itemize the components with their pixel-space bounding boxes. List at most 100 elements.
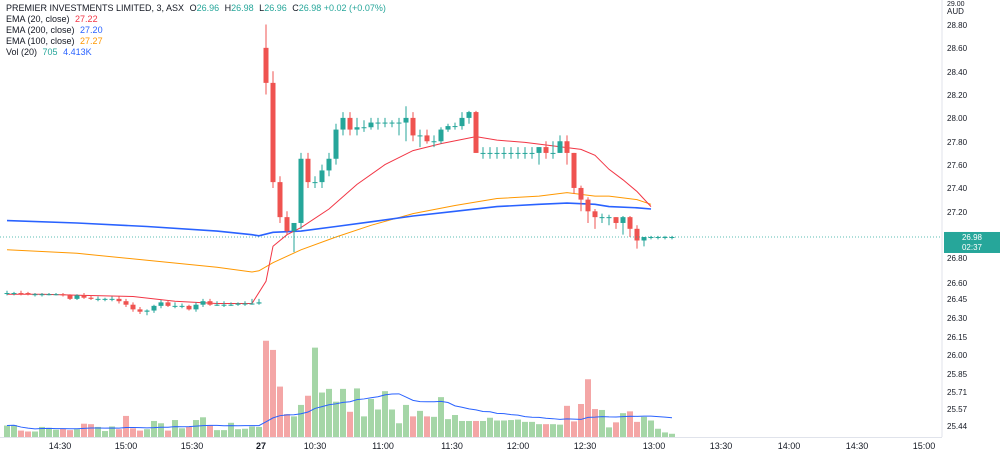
- legend-ema20[interactable]: EMA (20, close) 27.22: [6, 14, 386, 25]
- volume-bar: [627, 411, 633, 437]
- candle-body: [123, 301, 129, 305]
- volume-bar: [158, 423, 164, 437]
- volume-bar: [291, 416, 297, 437]
- ema100-label: EMA (100, close): [6, 36, 75, 46]
- candle-body: [298, 158, 304, 223]
- volume-bar: [550, 424, 556, 437]
- candle-body: [102, 298, 108, 300]
- volume-bar: [25, 431, 31, 437]
- volume-bar: [39, 426, 45, 437]
- volume-bar: [74, 429, 80, 437]
- candle-body: [438, 129, 444, 142]
- volume-bar: [67, 430, 73, 437]
- last-price-line: PMV: [0, 231, 968, 243]
- ema20-value: 27.22: [75, 14, 98, 24]
- volume-bar: [186, 426, 192, 437]
- candle-body: [375, 122, 381, 124]
- price-top-label: 29.00: [947, 1, 965, 8]
- candle-body: [459, 117, 465, 127]
- candle-body: [655, 236, 661, 238]
- volume-bar: [270, 349, 276, 437]
- candle-body: [256, 302, 262, 304]
- volume-bar: [557, 424, 563, 437]
- candle-body: [228, 304, 234, 306]
- volume-bar: [235, 429, 241, 437]
- candle-body: [326, 158, 332, 171]
- last-price-value: 26.98: [962, 233, 983, 242]
- candle-body: [130, 304, 136, 310]
- volume-bar: [389, 409, 395, 437]
- countdown-value: 02:37: [962, 243, 983, 252]
- candle-body: [508, 152, 514, 154]
- candle-body: [11, 293, 17, 295]
- time-axis[interactable]: 14:30 15:00 15:30 27 10:30 11:00 11:30 12:00 12:…: [49, 441, 936, 451]
- volume-bar: [263, 340, 269, 437]
- candle-body: [627, 217, 633, 229]
- price-tick-label: 27.80: [947, 138, 968, 147]
- candle-body: [277, 182, 283, 218]
- candle-body: [431, 141, 437, 143]
- volume-bar: [571, 421, 577, 437]
- candle-body: [214, 304, 220, 306]
- last-price-badge: [944, 231, 1000, 253]
- candle-body: [158, 302, 164, 306]
- time-label: 11:30: [441, 441, 463, 451]
- volume-bar: [648, 420, 654, 437]
- candle-body: [648, 236, 654, 238]
- volume-bar: [354, 388, 360, 437]
- volume-bar: [655, 428, 661, 437]
- symbol-title[interactable]: PREMIER INVESTMENTS LIMITED, 3, ASX: [6, 3, 185, 13]
- volume-bar: [494, 420, 500, 437]
- legend-ema200[interactable]: EMA (200, close) 27.20: [6, 25, 386, 36]
- candle-body: [270, 82, 276, 183]
- volume-bar: [480, 420, 486, 437]
- candle-body: [144, 310, 150, 312]
- high-label: H: [224, 3, 232, 13]
- legend-ema100[interactable]: EMA (100, close) 27.27: [6, 36, 386, 47]
- volume-bar: [641, 416, 647, 437]
- volume-bar: [669, 433, 675, 437]
- candle-body: [67, 295, 73, 299]
- candle-body: [305, 158, 311, 183]
- volume-bar: [529, 421, 535, 437]
- volume-bar: [207, 425, 213, 437]
- volume-bar: [613, 422, 619, 437]
- volume-bar: [249, 426, 255, 437]
- volume-bar: [95, 426, 101, 437]
- candle-body: [487, 152, 493, 154]
- candle-body: [361, 127, 367, 129]
- time-label: 12:30: [574, 441, 597, 451]
- ema100-line: [6, 192, 652, 273]
- low-label: L: [259, 3, 265, 13]
- candle-body: [284, 217, 290, 232]
- volume-value: 705: [42, 47, 58, 57]
- price-tick-label: 27.40: [947, 184, 968, 193]
- price-tick-label: 26.80: [947, 254, 968, 263]
- candle-body: [165, 302, 171, 306]
- volume-ma-value: 4.413K: [63, 47, 92, 57]
- volume-bar: [137, 430, 143, 437]
- volume-bar: [172, 420, 178, 437]
- volume-bar: [88, 424, 94, 437]
- candle-body: [452, 126, 458, 128]
- time-label: 10:30: [304, 441, 327, 451]
- price-axis[interactable]: 28.80 28.60 28.40 28.20 28.00 27.80 27.60 27.40…: [944, 1, 1000, 431]
- candle-body: [263, 47, 269, 83]
- candle-body: [312, 182, 318, 184]
- volume-bar: [445, 419, 451, 437]
- open-value: 26.96: [196, 3, 220, 13]
- volume-bar: [144, 429, 150, 437]
- candle-body: [18, 293, 24, 295]
- candle-body: [592, 211, 598, 218]
- candle-body: [340, 117, 346, 130]
- price-tick-label: 26.60: [947, 279, 968, 288]
- volume-bar: [403, 404, 409, 437]
- time-label: 12:00: [507, 441, 530, 451]
- legend-volume[interactable]: Vol (20) 705 4.413K: [6, 47, 386, 58]
- volume-bar: [81, 423, 87, 437]
- time-label: 27: [256, 441, 266, 451]
- candle-body: [515, 152, 521, 154]
- volume-bar: [123, 415, 129, 437]
